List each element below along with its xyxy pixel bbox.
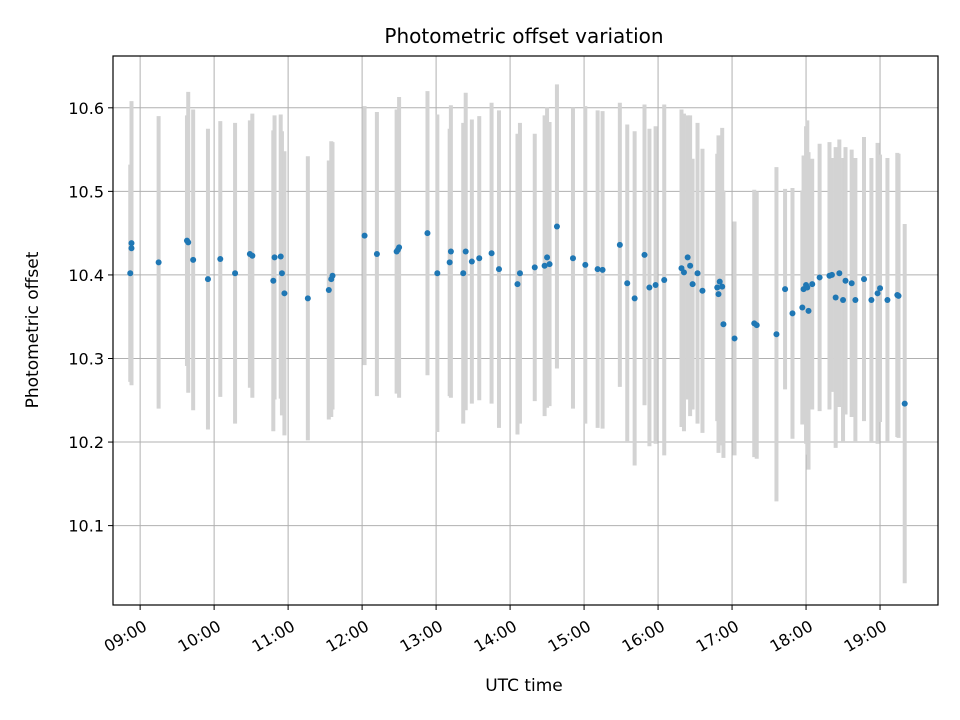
y-tick-label: 10.6: [68, 99, 104, 118]
data-point: [699, 287, 706, 294]
data-point: [541, 262, 548, 269]
data-point: [631, 295, 638, 302]
data-point: [877, 285, 884, 292]
plot-frame: [112, 55, 939, 606]
data-point: [804, 284, 811, 291]
data-point: [516, 270, 523, 277]
data-point: [304, 295, 311, 302]
data-point: [720, 321, 727, 328]
y-tick-label: 10.2: [68, 433, 104, 452]
data-point: [329, 272, 336, 279]
data-point: [325, 286, 332, 293]
data-point: [544, 254, 551, 261]
y-tick-label: 10.5: [68, 182, 104, 201]
data-point: [731, 335, 738, 342]
data-point: [799, 304, 806, 311]
data-point: [599, 266, 606, 273]
data-points: [127, 223, 908, 407]
data-point: [714, 284, 721, 291]
data-point: [716, 278, 723, 285]
data-point: [884, 297, 891, 303]
data-point: [861, 276, 868, 283]
data-point: [842, 277, 849, 284]
x-axis-title: UTC time: [485, 676, 563, 696]
data-point: [901, 400, 908, 407]
data-point: [569, 255, 576, 262]
data-point: [646, 284, 653, 291]
data-point: [488, 250, 495, 257]
data-point: [396, 244, 403, 251]
data-point: [514, 281, 521, 288]
data-point: [782, 286, 789, 293]
data-point: [204, 276, 211, 283]
data-point: [185, 239, 192, 246]
data-point: [447, 248, 454, 255]
data-point: [249, 252, 256, 259]
data-point: [278, 270, 285, 277]
data-point: [277, 253, 284, 260]
data-point: [468, 258, 475, 265]
data-point: [694, 270, 701, 277]
data-point: [828, 271, 835, 278]
data-point: [155, 259, 162, 266]
data-point: [460, 270, 467, 277]
data-point: [840, 297, 847, 303]
data-point: [446, 259, 453, 266]
y-axis-title: Photometric offset: [23, 251, 43, 408]
data-point: [217, 256, 224, 263]
data-point: [127, 270, 134, 277]
data-point: [680, 269, 687, 276]
data-point: [531, 264, 538, 271]
data-point: [624, 280, 631, 287]
data-point: [895, 292, 902, 299]
data-point: [594, 266, 601, 273]
data-point: [816, 274, 823, 281]
y-tick-label: 10.3: [68, 349, 104, 368]
data-point: [832, 294, 839, 301]
data-point: [868, 297, 875, 303]
data-point: [128, 240, 135, 247]
data-point: [546, 261, 553, 268]
data-point: [553, 223, 560, 230]
data-point: [874, 290, 881, 297]
data-point: [805, 307, 812, 314]
data-point: [270, 277, 277, 284]
data-point: [687, 262, 694, 269]
data-point: [836, 270, 843, 277]
data-point: [190, 256, 197, 263]
data-point: [271, 254, 278, 261]
data-point: [809, 281, 816, 288]
y-axis-ticks: 10.1 10.2 10.3 10.4 10.5 10.6: [68, 99, 113, 536]
y-tick-label: 10.4: [68, 266, 104, 285]
data-point: [641, 251, 648, 258]
data-point: [373, 251, 380, 258]
data-point: [462, 248, 469, 255]
data-point: [361, 232, 368, 239]
data-point: [689, 281, 696, 288]
data-point: [719, 283, 726, 290]
chart-title: Photometric offset variation: [384, 24, 663, 48]
data-point: [424, 230, 431, 237]
data-point: [684, 254, 691, 261]
data-point: [852, 297, 859, 303]
data-point: [128, 245, 135, 252]
data-point: [434, 270, 441, 277]
data-point: [773, 331, 780, 338]
data-point: [232, 270, 239, 277]
data-point: [281, 290, 288, 297]
data-point: [495, 266, 502, 273]
data-point: [582, 261, 589, 268]
y-tick-label: 10.1: [68, 517, 104, 536]
data-point: [789, 310, 796, 317]
data-point: [616, 241, 623, 248]
data-point: [715, 291, 722, 298]
data-point: [661, 276, 668, 283]
data-point: [476, 255, 483, 262]
data-point: [753, 322, 760, 329]
data-point: [652, 281, 659, 288]
data-point: [848, 280, 855, 287]
